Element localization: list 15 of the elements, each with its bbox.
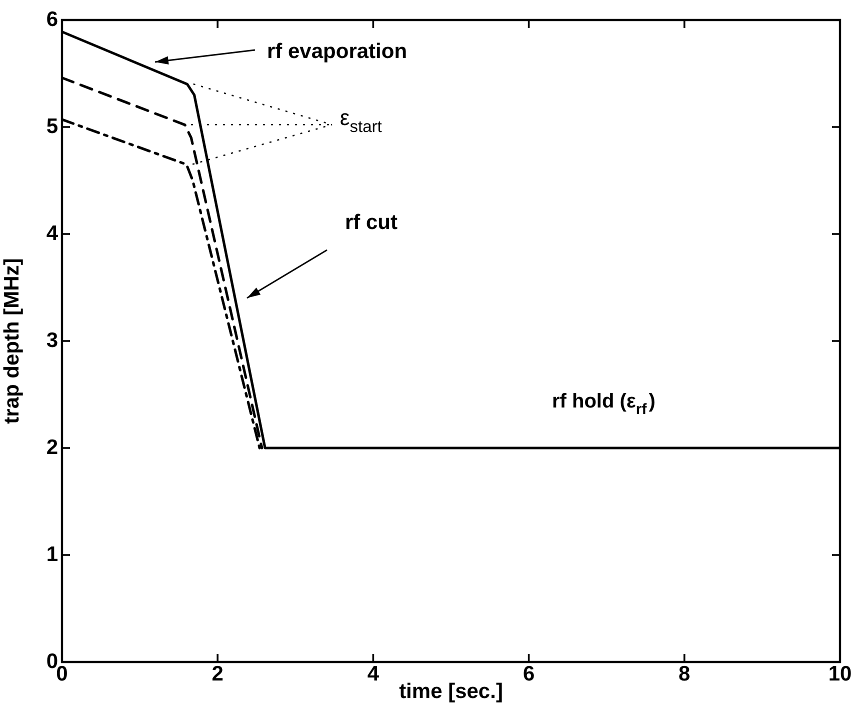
- y-tick-label: 5: [46, 114, 58, 138]
- y-tick-label: 4: [46, 222, 58, 245]
- annotation: rf evaporation: [267, 40, 408, 63]
- x-tick-label: 8: [678, 662, 691, 686]
- x-tick-label: 4: [367, 662, 380, 686]
- annotation: rf cut: [345, 210, 398, 234]
- x-tick-label: 6: [522, 662, 535, 686]
- y-axis-title: trap depth [MHz]: [0, 258, 24, 424]
- x-tick-label: 2: [212, 662, 224, 686]
- x-axis-title: time [sec.]: [399, 680, 503, 704]
- y-tick-label: 2: [46, 436, 58, 459]
- x-tick-label: 10: [828, 662, 852, 686]
- y-tick-label: 3: [46, 328, 58, 352]
- y-tick-label: 6: [46, 8, 58, 31]
- y-tick-label: 1: [46, 542, 58, 566]
